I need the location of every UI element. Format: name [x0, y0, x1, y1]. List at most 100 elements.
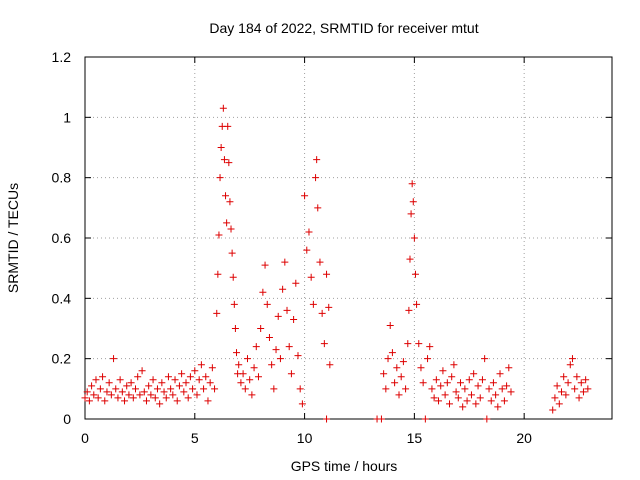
data-point [406, 255, 414, 263]
x-tick-label: 10 [297, 430, 313, 446]
data-point [224, 122, 232, 130]
data-point [156, 400, 164, 408]
data-point [323, 270, 331, 278]
data-point [503, 382, 511, 390]
axis-ticks: 0 0.2 0.4 0.6 0.8 1 1.2 0 5 10 15 20 [52, 49, 612, 446]
data-point [313, 156, 321, 164]
data-point [386, 321, 394, 329]
grid-lines [85, 57, 612, 419]
data-point [285, 343, 293, 351]
data-point [584, 385, 592, 393]
data-point [397, 373, 405, 381]
data-point [326, 361, 334, 369]
data-point [127, 379, 135, 387]
data-point [316, 258, 324, 266]
data-point [454, 394, 462, 402]
data-point [562, 391, 570, 399]
data-point [281, 258, 289, 266]
y-tick-label: 0.2 [52, 351, 72, 367]
data-point [105, 379, 113, 387]
data-point [424, 355, 432, 363]
data-point [318, 309, 326, 317]
data-point [452, 388, 460, 396]
data-point [566, 361, 574, 369]
data-point [441, 391, 449, 399]
data-point [292, 279, 300, 287]
data-point [261, 261, 269, 269]
data-point [228, 249, 236, 257]
x-tick-label: 5 [191, 430, 199, 446]
data-point [220, 156, 228, 164]
data-point [246, 376, 254, 384]
data-point [99, 373, 107, 381]
data-point [268, 361, 276, 369]
data-point [211, 385, 219, 393]
data-point [407, 210, 415, 218]
data-point [320, 340, 328, 348]
data-point [107, 391, 115, 399]
data-point [500, 397, 508, 405]
data-point [103, 388, 111, 396]
data-point [197, 361, 205, 369]
data-point [279, 285, 287, 293]
data-point [577, 379, 585, 387]
data-point [409, 198, 417, 206]
data-point [435, 397, 443, 405]
y-tick-label: 0.6 [52, 230, 72, 246]
data-point [147, 391, 155, 399]
data-point [481, 355, 489, 363]
data-point [222, 192, 230, 200]
data-point [571, 385, 579, 393]
data-point [483, 415, 491, 423]
data-point [582, 376, 590, 384]
data-point [325, 303, 333, 311]
data-point [294, 352, 302, 360]
data-point [432, 376, 440, 384]
data-point [443, 379, 451, 387]
y-tick-label: 0 [63, 411, 71, 427]
data-point [384, 355, 392, 363]
data-point [405, 306, 413, 314]
data-point [314, 204, 322, 212]
y-tick-label: 1 [63, 109, 71, 125]
data-point [382, 385, 390, 393]
data-point [83, 388, 91, 396]
data-point [270, 385, 278, 393]
x-tick-label: 20 [516, 430, 532, 446]
data-point [263, 300, 271, 308]
data-point [485, 385, 493, 393]
data-point [290, 315, 298, 323]
data-point [555, 400, 563, 408]
data-point [296, 385, 304, 393]
data-point [225, 159, 233, 167]
data-point [298, 400, 306, 408]
y-tick-label: 1.2 [52, 49, 72, 65]
data-point [252, 343, 260, 351]
data-point [167, 385, 175, 393]
data-point [189, 385, 197, 393]
data-point [229, 273, 237, 281]
data-point [410, 234, 418, 242]
data-point [413, 300, 421, 308]
data-point [110, 355, 118, 363]
data-series [81, 104, 592, 423]
data-point [191, 367, 199, 375]
data-point [243, 355, 251, 363]
data-point [391, 379, 399, 387]
data-point [151, 394, 159, 402]
data-point [134, 373, 142, 381]
data-point [200, 385, 208, 393]
data-point [430, 394, 438, 402]
data-point [417, 364, 425, 372]
data-point [254, 373, 262, 381]
data-point [507, 388, 515, 396]
data-point [467, 391, 475, 399]
data-point [472, 400, 480, 408]
data-point [437, 382, 445, 390]
data-point [206, 379, 214, 387]
data-point [237, 379, 245, 387]
data-point [402, 385, 410, 393]
data-point [439, 367, 447, 375]
data-point [560, 373, 568, 381]
data-point [138, 367, 146, 375]
